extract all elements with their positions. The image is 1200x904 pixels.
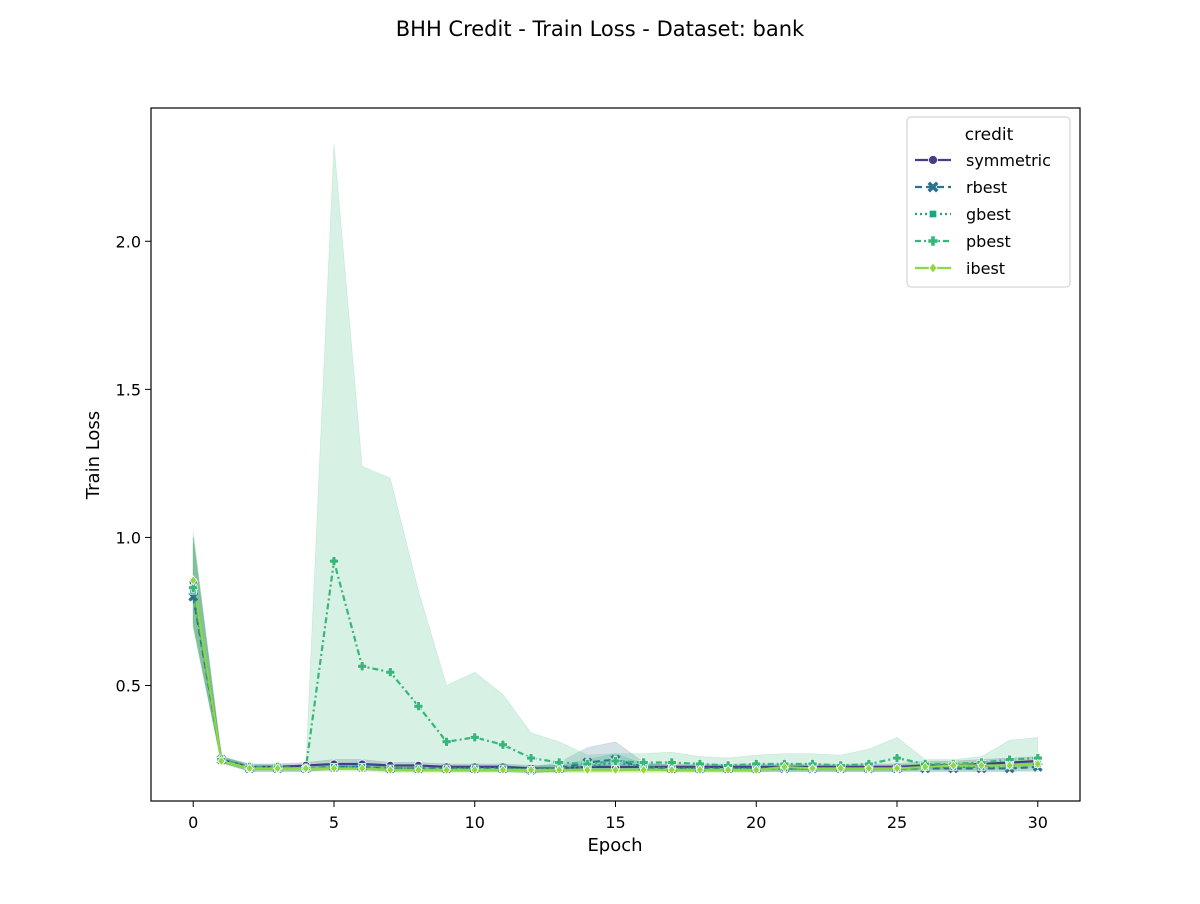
y-tick-label: 2.0 [116, 232, 141, 251]
point-pbest [413, 701, 424, 712]
point-pbest [385, 667, 396, 677]
band-rbest [192, 543, 1039, 774]
legend-label: ibest [966, 259, 1005, 278]
legend-marker [928, 262, 938, 274]
x-tick-label: 15 [605, 813, 625, 832]
point-pbest [441, 736, 452, 747]
legend-label: gbest [966, 205, 1011, 224]
y-tick-label: 1.0 [116, 528, 141, 547]
legend-title: credit [965, 125, 1014, 145]
point-pbest [357, 661, 367, 672]
legend-item-gbest: gbest [915, 205, 1011, 224]
point-ibest [245, 763, 254, 774]
chart-title: BHH Credit - Train Loss - Dataset: bank [396, 17, 805, 41]
point-ibest [555, 764, 564, 776]
point-ibest [526, 764, 536, 776]
point-pbest [892, 753, 902, 763]
point-ibest [1005, 760, 1014, 771]
point-ibest [639, 764, 648, 776]
y-axis-ticks: 0.5 1.0 1.5 2.0 [116, 232, 151, 696]
x-tick-label: 25 [887, 813, 907, 832]
point-ibest [864, 763, 873, 774]
point-ibest [667, 764, 676, 776]
point-ibest [301, 763, 310, 774]
point-ibest [498, 764, 508, 776]
point-pbest [638, 757, 649, 768]
point-ibest [217, 755, 226, 767]
point-ibest [808, 763, 817, 774]
legend-marker [928, 209, 938, 219]
legend-items: symmetric rbest gbest pbest ibest [915, 151, 1051, 278]
point-ibest [723, 764, 733, 776]
point-ibest [1033, 758, 1042, 770]
point-ibest [780, 761, 789, 773]
point-ibest [358, 763, 367, 774]
y-tick-label: 1.5 [116, 380, 141, 399]
point-ibest [977, 760, 986, 771]
x-axis-label: Epoch [587, 835, 642, 856]
point-pbest [329, 556, 339, 566]
point-pbest [667, 757, 677, 768]
legend-item-ibest: ibest [915, 259, 1005, 278]
point-pbest [610, 756, 621, 766]
markers-ibest [189, 575, 1042, 776]
point-ibest [329, 763, 339, 774]
x-tick-label: 5 [329, 813, 339, 832]
point-ibest [892, 763, 902, 774]
point-ibest [442, 764, 451, 776]
band-pbest [192, 143, 1039, 772]
point-ibest [470, 764, 479, 776]
point-ibest [273, 763, 282, 774]
x-tick-label: 0 [188, 813, 198, 832]
series-markers [188, 556, 1043, 776]
point-ibest [695, 764, 705, 776]
legend: credit symmetric rbest gbest pbest ibest [906, 116, 1071, 288]
legend-item-symmetric: symmetric [915, 151, 1051, 170]
y-axis-label: Train Loss [83, 411, 104, 500]
legend-marker [928, 155, 938, 165]
x-tick-label: 10 [465, 813, 485, 832]
legend-item-pbest: pbest [915, 232, 1011, 251]
point-ibest [414, 764, 423, 776]
y-tick-label: 0.5 [116, 677, 141, 696]
point-ibest [583, 764, 592, 776]
point-ibest [752, 764, 761, 776]
point-pbest [554, 757, 564, 768]
point-pbest [469, 732, 480, 743]
legend-label: pbest [966, 232, 1011, 251]
legend-label: symmetric [966, 151, 1051, 170]
x-axis-ticks: 0 5 10 15 20 25 30 [188, 801, 1048, 832]
point-ibest [189, 575, 198, 586]
point-pbest [498, 739, 508, 750]
x-tick-label: 20 [746, 813, 766, 832]
point-ibest [921, 761, 930, 773]
point-pbest [188, 582, 199, 593]
point-ibest [386, 764, 395, 776]
legend-marker [927, 235, 939, 247]
point-pbest [526, 753, 536, 763]
legend-item-rbest: rbest [915, 178, 1007, 197]
point-ibest [949, 760, 958, 771]
point-ibest [836, 763, 845, 774]
legend-label: rbest [966, 178, 1007, 197]
x-tick-label: 30 [1028, 813, 1048, 832]
point-ibest [611, 764, 620, 776]
legend-marker [927, 181, 939, 193]
